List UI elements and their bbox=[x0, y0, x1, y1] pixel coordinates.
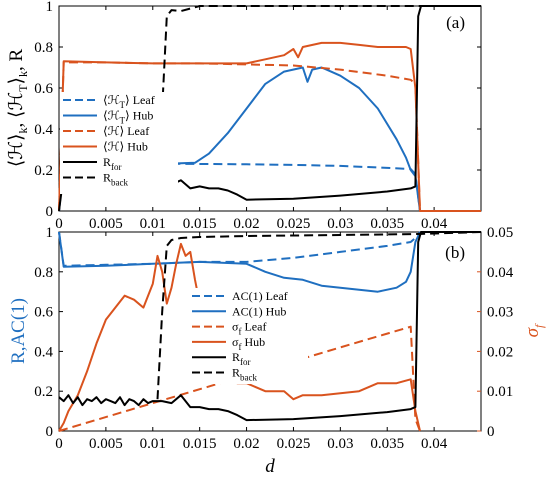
legend-box bbox=[190, 288, 308, 384]
y-tick-label: 1 bbox=[46, 0, 54, 15]
x-tick-label: 0.01 bbox=[140, 216, 166, 232]
x-tick-label: 0.04 bbox=[421, 216, 448, 232]
x-tick-label: 0.015 bbox=[183, 436, 217, 452]
y-tick-label: 0 bbox=[46, 204, 54, 220]
panel-b-y-axis-label: R,AC(1) bbox=[8, 298, 29, 364]
legend-label: Rback bbox=[103, 171, 129, 188]
panel-a-label: (a) bbox=[446, 13, 465, 32]
x-tick-label: 0.04 bbox=[421, 436, 448, 452]
legend-label: Rback bbox=[232, 366, 258, 383]
y2-tick-label: 0 bbox=[487, 424, 495, 440]
panel-b: 0 0.005 0.01 0.015 0.02 0.025 0.03 0.035 0.04 00… bbox=[8, 225, 546, 477]
y-tick-label: 0.8 bbox=[34, 40, 53, 56]
y-tick-label: 0.2 bbox=[34, 163, 53, 179]
panel-b-x-ticks: 0 0.005 0.01 0.015 0.02 0.025 0.03 0.035 0.04 bbox=[55, 232, 448, 452]
legend-label: ⟨ℋT⟩ Leaf bbox=[103, 93, 155, 110]
x-tick-label: 0.02 bbox=[233, 216, 259, 232]
series-line-6 bbox=[156, 5, 481, 181]
y-tick-label: 0.4 bbox=[34, 344, 53, 360]
panel-b-y2-ticks: 0 0.01 0.02 0.03 0.04 0.05 bbox=[477, 225, 514, 440]
x-tick-label: 0 bbox=[55, 216, 63, 232]
legend-label: ⟨ℋ⟩ Leaf bbox=[103, 124, 149, 138]
x-tick-label: 0.035 bbox=[370, 216, 404, 232]
legend-label: σf Leaf bbox=[232, 320, 266, 337]
panel-b-x-axis-label: d bbox=[265, 456, 275, 477]
y-tick-label: 0 bbox=[46, 424, 54, 440]
panel-a-y-axis-label: ⟨ℋ⟩k, ⟨ℋT⟩k, R bbox=[6, 49, 30, 168]
x-tick-label: 0.035 bbox=[370, 436, 404, 452]
panel-b-series bbox=[58, 231, 482, 432]
x-tick-label: 0.005 bbox=[89, 436, 123, 452]
panel-a-legend: ⟨ℋT⟩ Leaf⟨ℋT⟩ Hub⟨ℋ⟩ Leaf ⟨ℋ⟩ HubRforRbac… bbox=[60, 92, 178, 194]
y2-tick-label: 0.03 bbox=[487, 305, 513, 321]
y2-tick-label: 0.04 bbox=[487, 265, 514, 281]
y-tick-label: 0.4 bbox=[34, 122, 53, 138]
y2-tick-label: 0.01 bbox=[487, 384, 513, 400]
y-tick-label: 0.8 bbox=[34, 265, 53, 281]
series-line-4 bbox=[58, 41, 481, 212]
x-tick-label: 0 bbox=[55, 436, 63, 452]
series-line-6 bbox=[156, 231, 482, 400]
x-tick-label: 0.01 bbox=[140, 436, 166, 452]
series-line-2 bbox=[58, 66, 481, 212]
legend-label: ⟨ℋT⟩ Hub bbox=[103, 109, 153, 126]
legend-label: ⟨ℋ⟩ Hub bbox=[103, 140, 148, 154]
legend-label: Rfor bbox=[232, 350, 251, 367]
x-tick-label: 0.005 bbox=[89, 216, 123, 232]
x-tick-label: 0.02 bbox=[233, 436, 259, 452]
panel-b-y2-axis-label: σf bbox=[522, 323, 546, 337]
panel-b-y-ticks: 0 0.2 0.4 0.6 0.8 1 bbox=[34, 225, 63, 440]
series-line-5 bbox=[58, 231, 481, 422]
legend-label: AC(1) Hub bbox=[232, 304, 286, 318]
panel-a-x-ticks: 0 0.005 0.01 0.015 0.02 0.025 0.03 0.035 0.04 bbox=[55, 6, 448, 232]
series-line-1 bbox=[58, 231, 421, 267]
series-line-2 bbox=[58, 231, 421, 293]
x-tick-label: 0.025 bbox=[277, 216, 311, 232]
y-tick-label: 0.6 bbox=[34, 305, 53, 321]
x-tick-label: 0.015 bbox=[183, 216, 217, 232]
legend-label: σf Hub bbox=[232, 335, 265, 352]
panel-a: 0 0.005 0.01 0.015 0.02 0.025 0.03 0.035 0.04 00… bbox=[6, 0, 482, 232]
y-tick-label: 0.6 bbox=[34, 81, 53, 97]
panel-b-label: (b) bbox=[445, 243, 465, 262]
legend-label: AC(1) Leaf bbox=[232, 289, 288, 303]
series-line-4 bbox=[58, 242, 421, 432]
x-tick-label: 0.03 bbox=[327, 216, 353, 232]
x-tick-label: 0.025 bbox=[277, 436, 311, 452]
y-tick-label: 1 bbox=[46, 225, 54, 241]
x-tick-label: 0.03 bbox=[327, 436, 353, 452]
y2-tick-label: 0.05 bbox=[487, 225, 513, 241]
y2-tick-label: 0.02 bbox=[487, 344, 513, 360]
legend-label: Rfor bbox=[103, 155, 122, 172]
y-tick-label: 0.2 bbox=[34, 384, 53, 400]
